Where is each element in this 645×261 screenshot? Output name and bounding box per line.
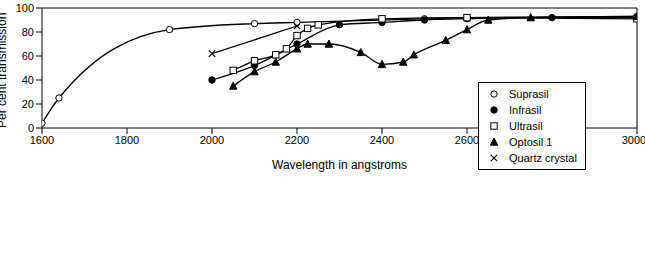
svg-text:100: 100 [16, 2, 34, 14]
svg-text:80: 80 [22, 26, 34, 38]
svg-text:20: 20 [22, 98, 34, 110]
svg-text:1600: 1600 [30, 134, 54, 146]
svg-text:3000: 3000 [622, 134, 637, 146]
svg-text:Per cent transmission: Per cent transmission [8, 13, 9, 128]
svg-text:2000: 2000 [200, 134, 224, 146]
svg-text:Wavelength in angstroms: Wavelength in angstroms [272, 158, 407, 172]
svg-text:40: 40 [22, 74, 34, 86]
svg-text:2400: 2400 [370, 134, 394, 146]
svg-text:2800: 2800 [540, 134, 564, 146]
svg-text:0: 0 [28, 122, 34, 134]
svg-text:1800: 1800 [115, 134, 139, 146]
svg-text:2200: 2200 [285, 134, 309, 146]
svg-text:2600: 2600 [455, 134, 479, 146]
svg-text:60: 60 [22, 50, 34, 62]
